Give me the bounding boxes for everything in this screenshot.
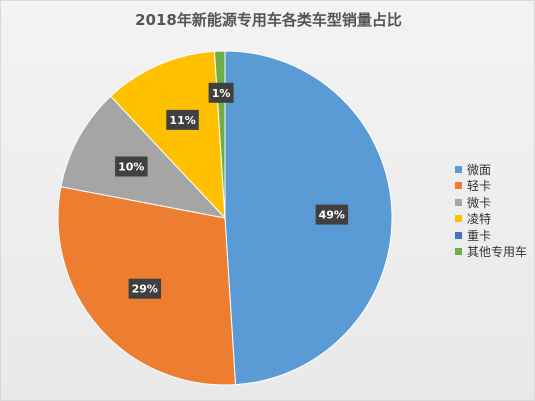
- chart-title: 2018年新能源专用车各类车型销量占比: [135, 11, 402, 29]
- legend-swatch: [455, 231, 462, 239]
- legend-swatch: [455, 182, 462, 190]
- legend-label: 微卡: [467, 195, 492, 210]
- data-label-box-6: [208, 82, 234, 103]
- legend-item-4: 凌特: [455, 211, 527, 228]
- data-label-4: 11%: [169, 114, 195, 127]
- legend: 微面轻卡 微卡凌特 重卡其他专用车: [455, 161, 527, 260]
- legend-label: 微面: [467, 162, 492, 177]
- legend-label: 轻卡: [467, 179, 492, 194]
- data-label-2: 29%: [132, 283, 158, 296]
- legend-label: 其他专用车: [467, 245, 528, 260]
- legend-item-6: 其他专用车: [455, 244, 527, 261]
- data-label-box-2: [128, 278, 162, 299]
- data-label-6: 1%: [212, 87, 231, 100]
- data-label-box-4: [166, 109, 199, 130]
- legend-item-5: 重卡: [455, 227, 527, 244]
- legend-swatch: [455, 198, 462, 206]
- pie-slice-1: [224, 50, 393, 386]
- legend-item-2: 轻卡: [455, 178, 527, 195]
- pie-slice-4: [109, 50, 226, 220]
- data-label-box-3: [115, 156, 148, 177]
- legend-label: 凌特: [467, 212, 492, 227]
- legend-label: 重卡: [467, 228, 492, 243]
- legend-swatch: [455, 215, 462, 223]
- data-label-3: 10%: [118, 161, 144, 174]
- data-label-box-1: [315, 204, 349, 225]
- legend-item-1: 微面: [455, 161, 527, 178]
- legend-item-3: 微卡: [455, 194, 527, 211]
- legend-swatch: [455, 165, 462, 173]
- legend-swatch: [455, 248, 462, 256]
- data-label-1: 49%: [319, 209, 345, 222]
